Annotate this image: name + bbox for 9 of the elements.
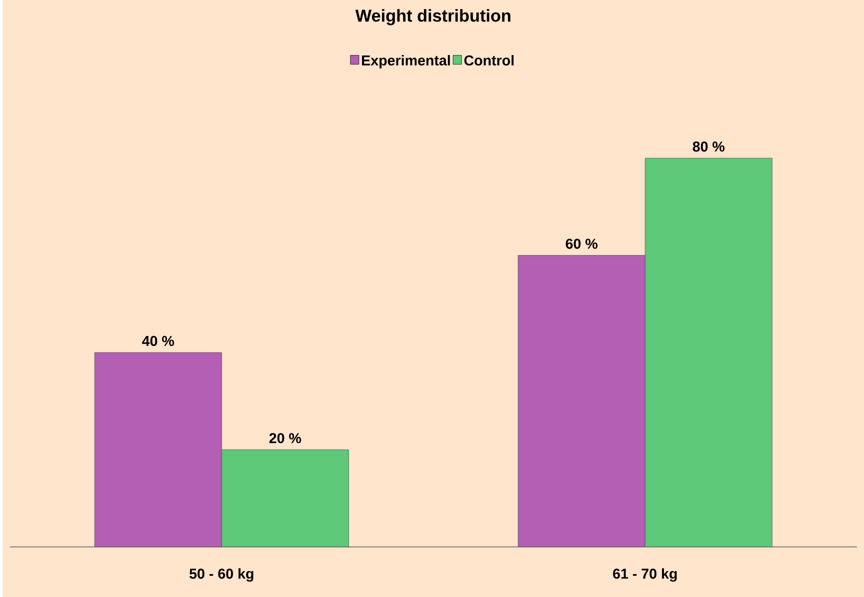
data-label: 20 %: [269, 433, 302, 444]
legend-label: Experimental: [362, 54, 450, 68]
data-label: 60 %: [566, 238, 598, 249]
chart-title: Weight distribution: [355, 9, 510, 26]
x-tick-label: 50 - 60 kg: [190, 568, 254, 582]
x-tick-label: 61 - 70 kg: [613, 568, 677, 582]
legend-label: Control: [464, 54, 514, 66]
data-label: 80 %: [692, 141, 725, 152]
data-label: 40 %: [142, 336, 174, 346]
